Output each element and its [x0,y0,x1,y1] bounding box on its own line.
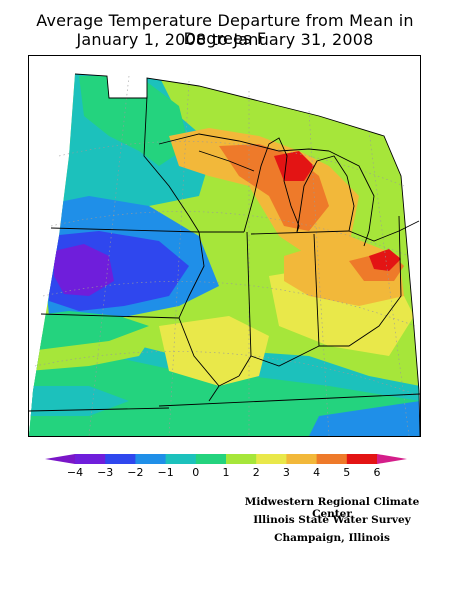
lake-michigan-shore [243,137,300,233]
temperature-field [29,74,420,436]
legend-tick-label: 3 [282,466,290,479]
legend-tick-label: −4 [66,466,84,479]
legend-below-arrow [45,454,75,464]
minnesota-wisconsin-border [143,95,200,233]
legend-tick-label: 4 [313,466,321,479]
state-boundaries [29,73,420,436]
legend-swatch [105,454,136,464]
lake-erie-shore [348,220,420,242]
legend-swatch [135,454,167,464]
graticule-lat-1 [58,141,405,187]
field-band-minus4 [54,244,114,296]
iowa-missouri-border [40,313,180,319]
graticule-lat-3 [42,281,416,327]
legend-swatch [165,454,197,464]
graticule-lat-4 [34,351,420,397]
legend-above-arrow [377,454,407,464]
michigan-lower-peninsula [296,155,355,233]
map-title: Average Temperature Departure from Mean … [36,11,414,48]
field-band-zero-west [29,311,149,351]
color-legend [40,450,410,490]
legend-tick-label: −2 [127,466,144,479]
legend-tick-label: 5 [343,466,351,479]
temperature-departure-map [29,73,420,436]
legend-swatch [346,454,378,464]
field-band-minus2-south [309,401,420,436]
illinois-south-border [178,317,240,387]
wisconsin-upper-michigan-border [198,150,255,172]
field-band-minus1-west [29,386,129,416]
michigan-indiana-ohio-border [250,230,350,235]
map-subtitle: January 1, 2008 to January 31, 2008 [76,30,374,49]
legend-tick-label: 0 [192,466,200,479]
credit-location: Champaign, Illinois [274,532,390,544]
legend-tick-label: 6 [373,466,381,479]
credit-center: Midwestern Regional Climate Center [244,496,420,520]
graticule [34,75,420,436]
legend-swatch [75,454,106,464]
credit-survey: Illinois State Water Survey [253,514,411,526]
kentucky-west-border [208,385,220,402]
ohio-east-border [319,215,402,347]
field-band-five-east [369,249,401,271]
graticule-lon-1 [88,75,130,436]
indiana-kentucky-border [250,345,320,367]
field-band-two-central [159,316,269,386]
graticule-lon-4 [308,110,330,436]
legend-tick-label: 1 [222,466,230,479]
missouri-arkansas-border [29,407,170,412]
legend-swatch [316,454,348,464]
legend-swatch [195,454,227,464]
kentucky-tennessee-border [158,393,420,407]
graticule-lon-5 [368,130,410,436]
legend-swatch [286,454,318,464]
indiana-ohio-border [313,233,320,347]
minnesota-iowa-border [50,227,200,233]
map-frame [28,55,421,437]
legend-tick-label: 2 [252,466,260,479]
iowa-illinois-border [178,231,205,319]
legend-tick-label: −1 [157,466,174,479]
region-outline [74,73,420,436]
legend-swatch [226,454,257,464]
graticule-lon-2 [168,80,190,436]
lake-huron-shore [328,150,375,247]
field-band-five-north [274,151,314,181]
legend-colorbar [45,454,407,464]
legend-tick-label: −3 [97,466,114,479]
legend-swatch [256,454,287,464]
lake-superior-shore [158,133,330,152]
